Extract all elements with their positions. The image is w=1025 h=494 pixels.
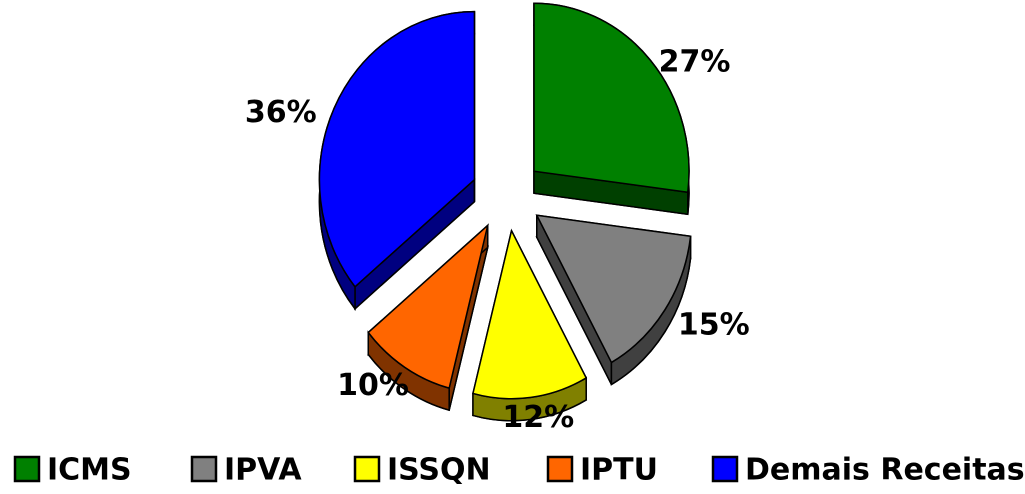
legend-swatch xyxy=(711,455,739,483)
legend-label: IPVA xyxy=(224,453,302,488)
slice xyxy=(533,2,690,194)
legend-label: ISSQN xyxy=(387,453,491,488)
legend-swatch xyxy=(353,455,381,483)
slice xyxy=(472,228,588,400)
data-label: 12% xyxy=(502,400,574,435)
legend-swatch xyxy=(13,455,41,483)
legend-label: IPTU xyxy=(580,453,658,488)
legend-swatch xyxy=(546,455,574,483)
legend-label: ICMS xyxy=(47,453,132,488)
legend-swatch xyxy=(190,455,218,483)
slice xyxy=(535,214,692,364)
data-label: 27% xyxy=(659,44,731,79)
data-label: 36% xyxy=(245,95,317,130)
slice xyxy=(367,223,489,390)
legend-label: Demais Receitas xyxy=(745,453,1025,488)
data-label: 15% xyxy=(678,307,750,342)
data-label: 10% xyxy=(337,368,409,403)
slice xyxy=(318,10,476,288)
